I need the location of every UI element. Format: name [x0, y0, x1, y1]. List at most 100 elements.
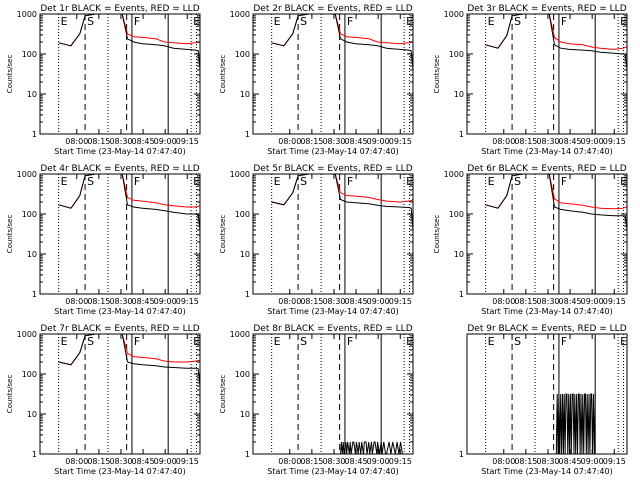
y-tick-label: 1: [32, 130, 37, 139]
x-tick-label: 09:15: [603, 297, 626, 306]
plot-frame: [39, 173, 201, 295]
x-axis-label: Start Time (23-May-14 07:47:40): [481, 307, 612, 316]
event-marker-label: S: [87, 335, 94, 348]
x-tick-label: 08:30: [322, 297, 345, 306]
x-tick-label: 08:00: [65, 137, 88, 146]
events-series-line: [485, 14, 627, 76]
event-marker-label: F: [561, 175, 567, 188]
x-axis-label: Start Time (23-May-14 07:47:40): [481, 147, 612, 156]
y-axis-label: Counts/sec: [219, 55, 227, 94]
x-tick-label: 09:15: [603, 457, 626, 466]
y-tick-label: 1000: [230, 330, 250, 339]
y-tick-label: 100: [22, 370, 37, 379]
chart-panel-9: Det 9r BLACK = Events, RED = LLD Start Ti…: [459, 324, 628, 476]
events-series-line: [340, 441, 403, 454]
x-tick-label: 08:15: [300, 137, 323, 146]
x-tick-label: 08:30: [322, 457, 345, 466]
x-tick-label: 09:00: [581, 137, 604, 146]
x-tick-label: 08:30: [536, 457, 559, 466]
chart-panel-6: Det 6r BLACK = Events, RED = LLD Counts/s…: [433, 164, 628, 316]
y-tick-label: 100: [22, 50, 37, 59]
plot-frame: [39, 333, 201, 455]
y-axis-label: Counts/sec: [6, 375, 14, 414]
y-tick-label: 10: [27, 90, 37, 99]
event-marker-label: S: [300, 335, 307, 348]
plot-frame: [39, 13, 201, 135]
y-tick-label: 1000: [17, 330, 37, 339]
y-tick-label: 10: [240, 250, 250, 259]
chart-title: Det 7r BLACK = Events, RED = LLD: [40, 324, 199, 334]
x-tick-label: 08:15: [300, 297, 323, 306]
x-tick-label: 09:00: [154, 137, 177, 146]
y-tick-label: 1000: [230, 10, 250, 19]
y-tick-label: 1: [245, 290, 250, 299]
event-marker-label: E: [274, 175, 281, 188]
x-axis-label: Start Time (23-May-14 07:47:40): [267, 307, 398, 316]
x-tick-label: 08:30: [109, 297, 132, 306]
event-marker-label: E: [488, 15, 495, 28]
y-tick-label: 1: [245, 450, 250, 459]
x-tick-label: 09:00: [367, 297, 390, 306]
y-tick-label: 100: [22, 210, 37, 219]
event-marker-label: S: [514, 15, 521, 28]
y-axis-label: Counts/sec: [219, 375, 227, 414]
chart-title: Det 9r BLACK = Events, RED = LLD: [467, 324, 626, 334]
y-axis-label: Counts/sec: [6, 215, 14, 254]
x-axis-label: Start Time (23-May-14 07:47:40): [54, 467, 185, 476]
x-tick-label: 09:00: [154, 457, 177, 466]
event-marker-label: S: [87, 175, 94, 188]
x-axis-label: Start Time (23-May-14 07:47:40): [267, 147, 398, 156]
x-tick-label: 09:00: [581, 297, 604, 306]
y-axis-label: Counts/sec: [433, 55, 441, 94]
event-marker-label: F: [561, 335, 567, 348]
chart-title: Det 3r BLACK = Events, RED = LLD: [467, 4, 626, 14]
event-marker-label: E: [488, 335, 495, 348]
x-tick-label: 08:30: [536, 137, 559, 146]
event-marker-label: E: [620, 335, 627, 348]
y-tick-label: 1000: [17, 10, 37, 19]
event-marker-label: S: [300, 175, 307, 188]
event-marker-label: F: [134, 335, 140, 348]
x-tick-label: 09:15: [176, 457, 199, 466]
event-marker-label: E: [488, 175, 495, 188]
x-tick-label: 08:45: [345, 137, 368, 146]
x-tick-label: 09:15: [176, 137, 199, 146]
x-tick-label: 09:15: [176, 297, 199, 306]
chart-panel-1: Det 1r BLACK = Events, RED = LLD Counts/s…: [6, 4, 201, 156]
x-tick-label: 09:00: [154, 297, 177, 306]
y-tick-label: 10: [240, 90, 250, 99]
event-marker-label: E: [274, 335, 281, 348]
event-marker-label: E: [620, 175, 627, 188]
x-tick-label: 09:15: [389, 137, 412, 146]
y-axis-label: Counts/sec: [219, 215, 227, 254]
x-tick-label: 08:45: [132, 457, 155, 466]
y-tick-label: 1: [32, 450, 37, 459]
y-tick-label: 10: [27, 410, 37, 419]
events-series-line: [271, 174, 413, 238]
y-tick-label: 10: [454, 90, 464, 99]
events-series-line: [58, 334, 200, 390]
events-series-line: [555, 393, 596, 454]
event-marker-label: E: [61, 175, 68, 188]
x-tick-label: 08:15: [87, 457, 110, 466]
y-tick-label: 1000: [17, 170, 37, 179]
y-tick-label: 10: [454, 250, 464, 259]
events-series-line: [271, 14, 413, 78]
events-series-line: [58, 174, 200, 236]
y-tick-label: 1000: [444, 170, 464, 179]
y-axis-label: Counts/sec: [6, 55, 14, 94]
y-axis-label: Counts/sec: [433, 215, 441, 254]
x-tick-label: 08:30: [109, 137, 132, 146]
x-tick-label: 08:15: [514, 137, 537, 146]
plot-frame: [466, 13, 628, 135]
chart-panel-3: Det 3r BLACK = Events, RED = LLD Counts/s…: [433, 4, 628, 156]
x-tick-label: 09:00: [367, 457, 390, 466]
x-tick-label: 09:15: [389, 457, 412, 466]
event-marker-label: F: [134, 175, 140, 188]
x-tick-label: 08:30: [109, 457, 132, 466]
x-tick-label: 08:15: [300, 457, 323, 466]
x-tick-label: 08:00: [65, 457, 88, 466]
x-tick-label: 08:30: [536, 297, 559, 306]
y-tick-label: 100: [235, 210, 250, 219]
